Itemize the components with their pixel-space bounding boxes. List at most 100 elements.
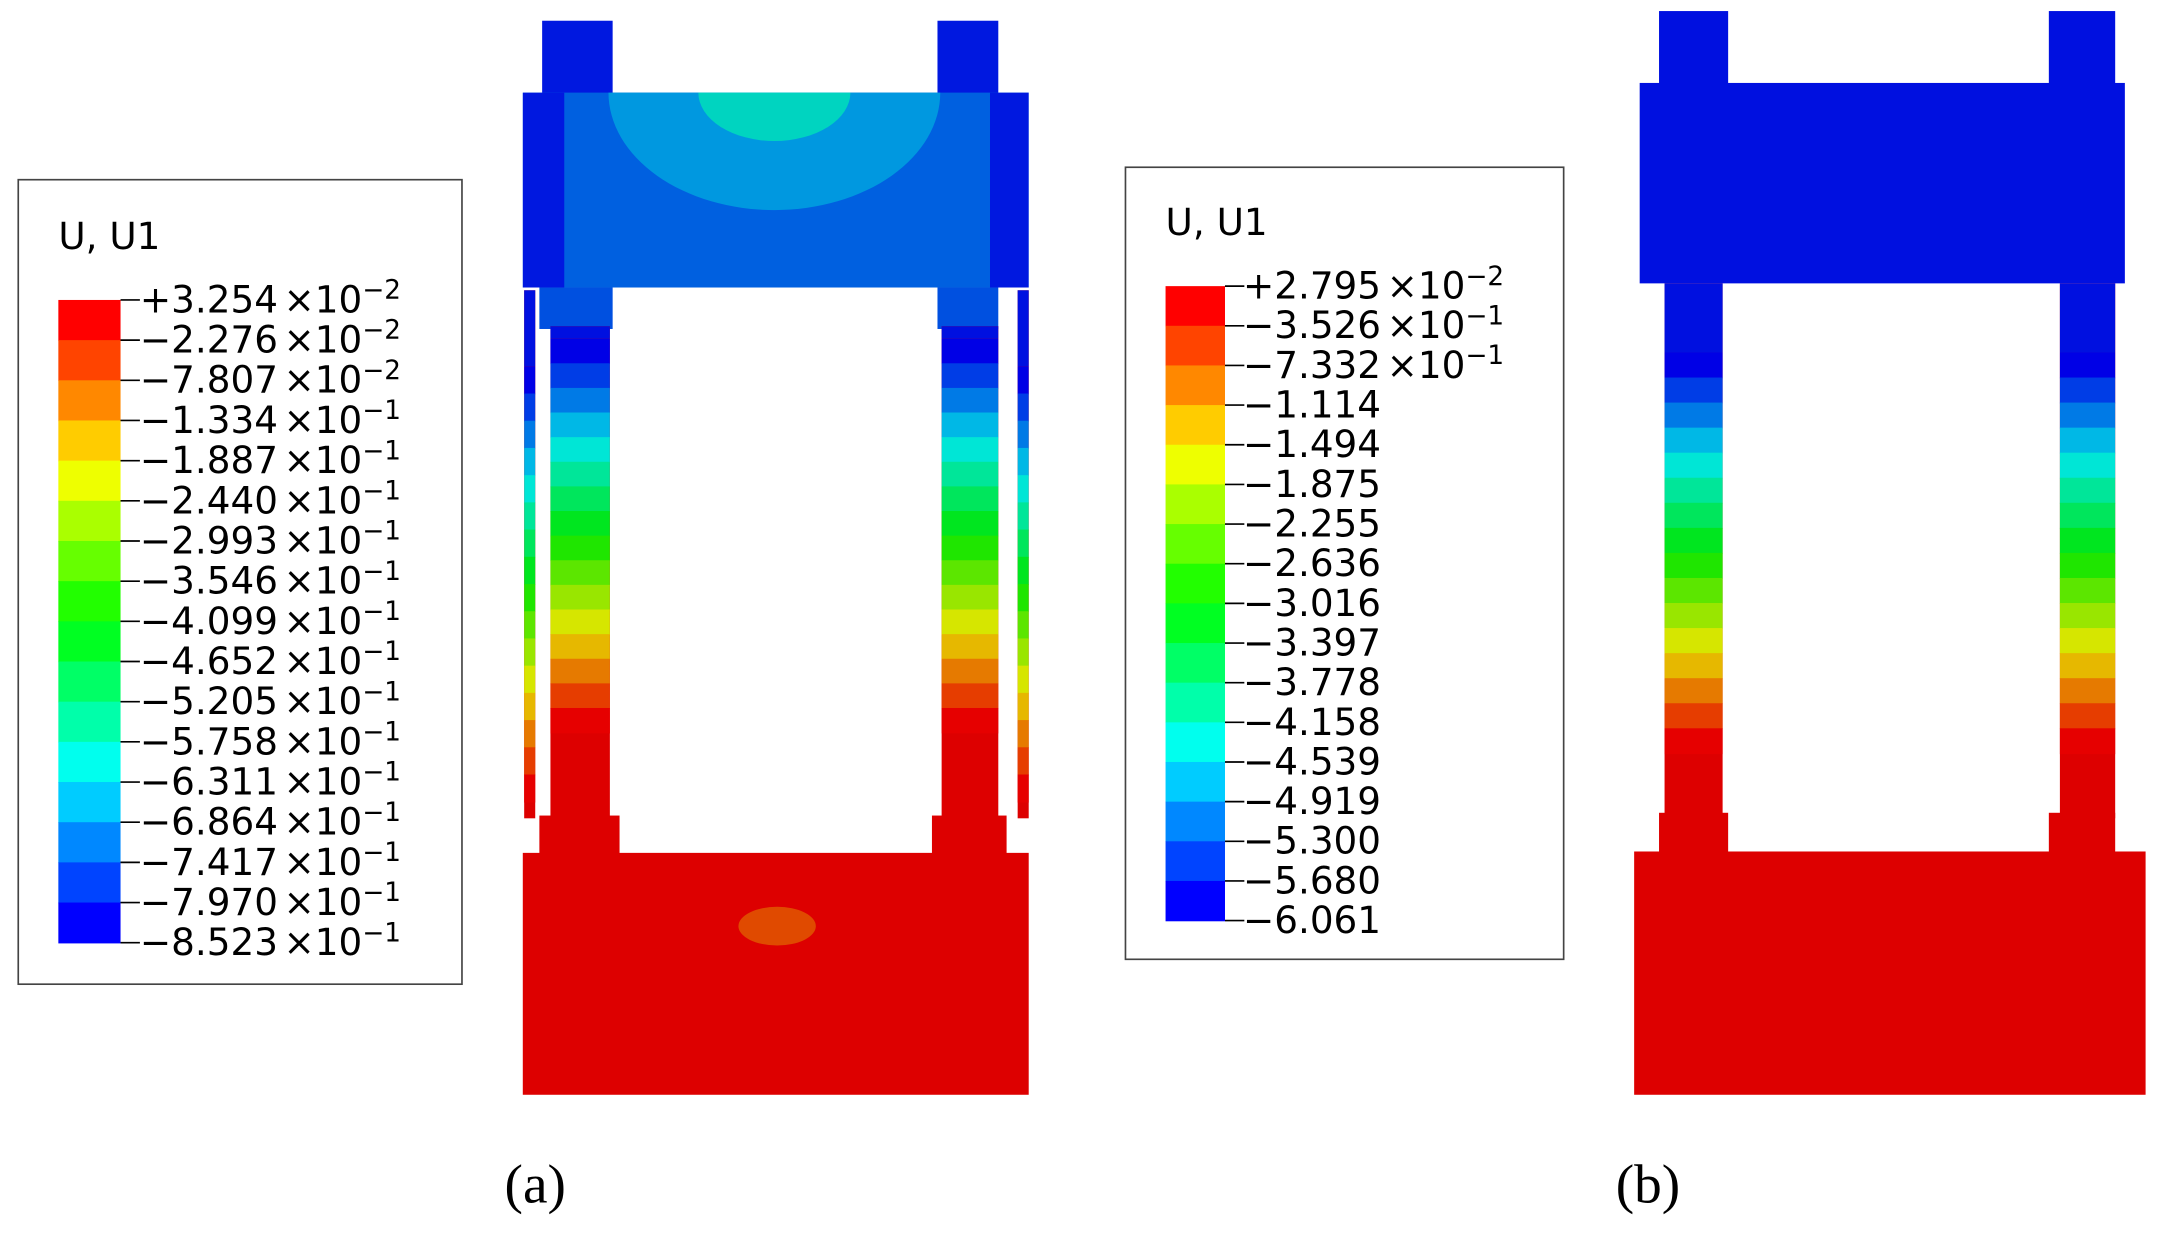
label-part: −4.099 — [140, 599, 278, 643]
label-part: ×10 — [284, 358, 363, 402]
label-part: −1.494 — [1243, 422, 1381, 466]
legend-label: −2.276 ×10−2 — [140, 316, 401, 362]
body-part — [1664, 703, 1723, 730]
body-part — [1017, 556, 1029, 585]
body-part — [539, 815, 620, 858]
legend-label: −5.758 ×10−1 — [140, 717, 401, 763]
exponent: −1 — [362, 637, 401, 667]
label-part: −5.758 — [140, 719, 278, 763]
body-part — [1659, 11, 1729, 88]
body-part — [550, 461, 610, 488]
legend-label: −2.440 ×10−1 — [140, 476, 401, 522]
body-part — [524, 420, 536, 449]
body-part — [550, 535, 610, 562]
legend-label: −4.158 — [1243, 700, 1381, 744]
body-part — [1664, 502, 1723, 529]
body-part — [1659, 812, 1729, 855]
body-part — [1634, 851, 2146, 1095]
label-part: ×10 — [284, 800, 363, 844]
legend-label: −3.778 — [1243, 660, 1381, 704]
body-part — [524, 556, 536, 585]
body-part — [550, 363, 610, 389]
legend-swatch — [1165, 286, 1225, 327]
body-part — [1664, 427, 1723, 454]
legend-swatch — [1165, 801, 1225, 842]
label-part: −7.417 — [140, 840, 278, 884]
exponent: −1 — [362, 597, 401, 627]
body-part — [1664, 603, 1723, 629]
legend-swatch — [1165, 365, 1225, 406]
legend-label: +2.795 ×10−2 — [1243, 262, 1504, 308]
body-part — [1664, 402, 1723, 429]
label-part: −4.652 — [140, 639, 278, 683]
body-part — [524, 393, 536, 422]
exponent: −1 — [1465, 341, 1504, 371]
legend-label: −3.546 ×10−1 — [140, 557, 401, 603]
label-part: −4.539 — [1243, 739, 1381, 783]
body-part — [1664, 477, 1723, 504]
body-part — [1017, 475, 1029, 504]
legend-label: −3.397 — [1243, 620, 1381, 664]
body-part — [550, 412, 610, 438]
body-part — [1664, 452, 1723, 479]
body-part — [550, 511, 610, 537]
label-part: +3.254 — [140, 277, 278, 321]
exponent: −1 — [362, 436, 401, 466]
legend-label: −4.539 — [1243, 739, 1381, 783]
body-part — [550, 560, 610, 586]
body-part — [2059, 402, 2116, 429]
label-part: −1.334 — [140, 398, 278, 442]
body-part — [1017, 502, 1029, 531]
legend-label: −4.099 ×10−1 — [140, 597, 401, 643]
caption: (b) — [1616, 1154, 1680, 1215]
label-part: −7.807 — [140, 358, 278, 402]
legend-label: −5.205 ×10−1 — [140, 677, 401, 723]
body-part — [2048, 812, 2116, 855]
label-part: −8.523 — [140, 920, 278, 964]
body-part — [2059, 352, 2116, 379]
legend-swatch — [1165, 722, 1225, 763]
legend-swatch — [58, 661, 121, 703]
label-part: +2.795 — [1243, 264, 1381, 308]
legend-label: −7.332 ×10−1 — [1243, 341, 1504, 387]
body-part — [2059, 502, 2116, 529]
body-part — [1017, 638, 1029, 667]
body-part — [550, 326, 610, 339]
legend-label: −2.636 — [1243, 541, 1381, 585]
label-part: ×10 — [284, 398, 363, 442]
label-part: −2.993 — [140, 518, 278, 562]
legend-swatch — [1165, 880, 1225, 922]
legend-swatch — [58, 500, 121, 542]
body-part — [524, 290, 536, 367]
label-part: −7.332 — [1243, 343, 1381, 387]
body-part — [1664, 577, 1723, 604]
body-part — [698, 92, 851, 141]
legend-swatch — [1165, 563, 1225, 605]
body-part — [1017, 290, 1029, 367]
legend-swatch — [58, 822, 121, 864]
legend-label: −7.807 ×10−2 — [140, 356, 401, 402]
legend-swatch — [58, 621, 121, 663]
body-part — [524, 447, 536, 476]
label-part: ×10 — [1387, 303, 1466, 347]
body-part — [2059, 603, 2116, 629]
label-part: −4.919 — [1243, 779, 1381, 823]
body-part — [550, 437, 610, 463]
label-part: ×10 — [284, 880, 363, 924]
legend-swatch — [1165, 405, 1225, 446]
exponent: −1 — [362, 396, 401, 426]
body-part — [550, 486, 610, 512]
legend-label: −3.016 — [1243, 581, 1381, 625]
body-part — [524, 638, 536, 667]
body-part — [1017, 420, 1029, 449]
body-part — [524, 747, 536, 776]
body-part — [550, 609, 610, 635]
label-part: −2.255 — [1243, 502, 1381, 546]
exponent: −1 — [362, 517, 401, 547]
body-part — [2059, 552, 2116, 579]
label-part: −6.061 — [1243, 898, 1381, 942]
exponent: −1 — [362, 798, 401, 828]
body-part — [937, 287, 999, 329]
body-part — [941, 609, 999, 635]
